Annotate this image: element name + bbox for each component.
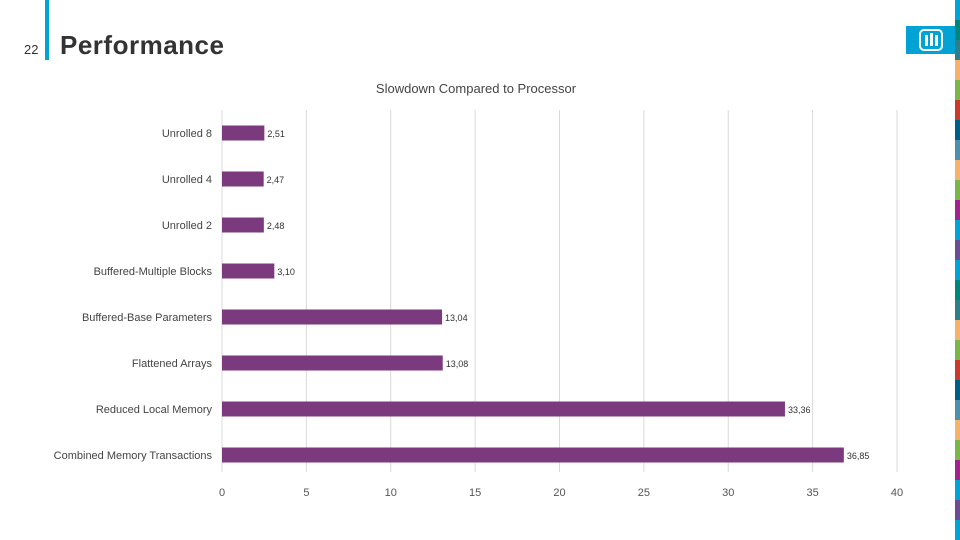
data-label: 36,85 (847, 451, 870, 461)
slide-number: 22 (24, 42, 39, 57)
category-label: Unrolled 8 (162, 128, 212, 140)
category-label: Buffered-Base Parameters (82, 312, 213, 324)
strip-segment (955, 180, 960, 200)
strip-segment (955, 80, 960, 100)
strip-segment (955, 240, 960, 260)
bar (222, 447, 844, 463)
strip-segment (955, 360, 960, 380)
category-label: Reduced Local Memory (96, 404, 213, 416)
data-label: 2,47 (267, 175, 285, 185)
strip-segment (955, 380, 960, 400)
x-tick-label: 35 (807, 487, 819, 499)
title-accent-bar (45, 0, 49, 60)
x-tick-label: 30 (722, 487, 734, 499)
strip-segment (955, 160, 960, 180)
chart-title: Slowdown Compared to Processor (375, 81, 577, 96)
data-label: 33,36 (788, 405, 811, 415)
data-label: 13,04 (445, 313, 468, 323)
strip-segment (955, 0, 960, 20)
strip-segment (955, 520, 960, 540)
category-label: Combined Memory Transactions (54, 450, 213, 462)
strip-segment (955, 220, 960, 240)
x-tick-label: 10 (385, 487, 397, 499)
strip-segment (955, 420, 960, 440)
strip-segment (955, 320, 960, 340)
data-label: 2,51 (267, 129, 285, 139)
strip-segment (955, 500, 960, 520)
decorative-color-strip (955, 0, 960, 540)
x-tick-label: 25 (638, 487, 650, 499)
bar (222, 263, 275, 279)
x-tick-label: 40 (891, 487, 903, 499)
strip-segment (955, 440, 960, 460)
x-tick-label: 15 (469, 487, 481, 499)
bar (222, 401, 785, 417)
strip-segment (955, 60, 960, 80)
strip-segment (955, 200, 960, 220)
category-label: Unrolled 2 (162, 220, 212, 232)
strip-segment (955, 480, 960, 500)
strip-segment (955, 40, 960, 60)
strip-segment (955, 300, 960, 320)
x-tick-label: 20 (553, 487, 565, 499)
bar (222, 355, 443, 371)
data-label: 2,48 (267, 221, 285, 231)
slide-title: Performance (60, 30, 225, 60)
strip-segment (955, 100, 960, 120)
bar (222, 171, 264, 187)
bar (222, 125, 265, 141)
strip-segment (955, 260, 960, 280)
strip-segment (955, 20, 960, 40)
strip-segment (955, 460, 960, 480)
category-label: Unrolled 4 (162, 174, 212, 186)
bar (222, 217, 264, 233)
category-label: Flattened Arrays (132, 358, 213, 370)
strip-segment (955, 400, 960, 420)
bar (222, 309, 443, 325)
category-label: Buffered-Multiple Blocks (94, 266, 213, 278)
strip-segment (955, 340, 960, 360)
sandia-logo-icon (906, 26, 956, 54)
x-tick-label: 5 (303, 487, 309, 499)
strip-segment (955, 280, 960, 300)
data-label: 13,08 (446, 359, 469, 369)
data-label: 3,10 (277, 267, 295, 277)
x-tick-label: 0 (219, 487, 225, 499)
strip-segment (955, 120, 960, 140)
strip-segment (955, 140, 960, 160)
